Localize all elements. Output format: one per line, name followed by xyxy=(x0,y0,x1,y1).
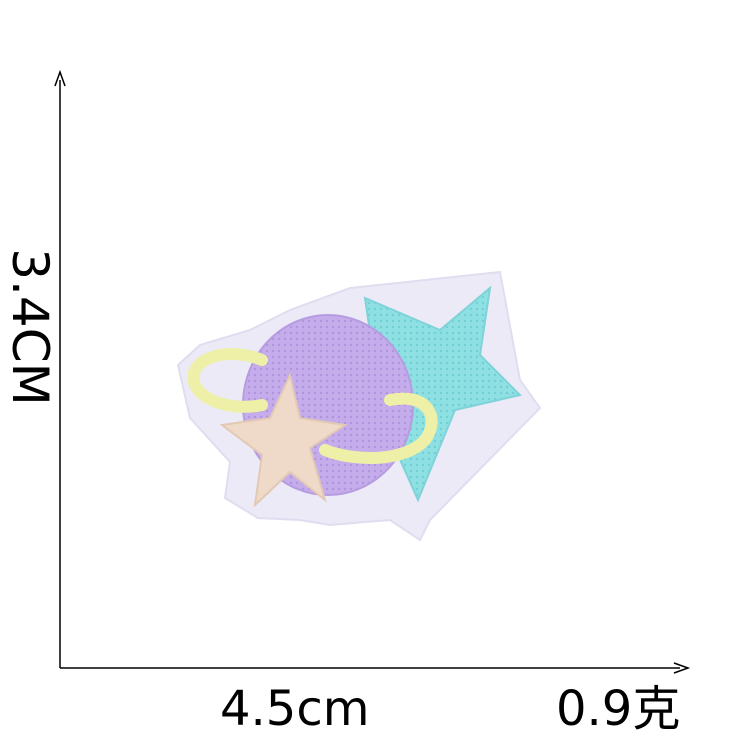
weight-label: 0.9克 xyxy=(556,681,681,737)
horizontal-axis-arrow-icon xyxy=(673,662,691,674)
ring-right-icon xyxy=(319,392,438,464)
ring-icon xyxy=(187,348,268,413)
small-star-icon xyxy=(219,371,348,508)
vertical-axis-arrow-icon xyxy=(54,69,66,87)
height-dimension-label: 3.4CM xyxy=(1,248,59,406)
dimension-axes xyxy=(54,69,691,674)
width-dimension-label: 4.5cm xyxy=(220,681,370,737)
